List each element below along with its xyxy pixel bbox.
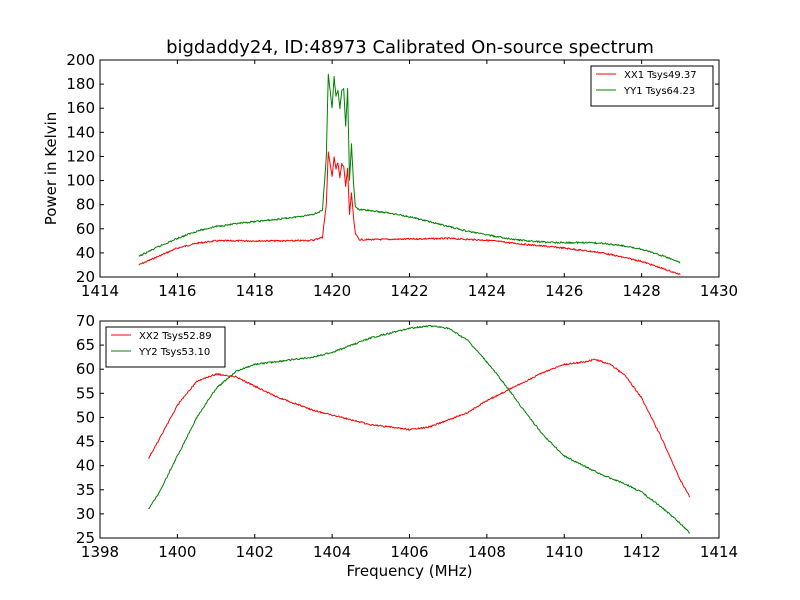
x-tick-label: 1404 [313, 543, 351, 561]
x-tick-label: 1408 [468, 543, 506, 561]
x-tick-label: 1420 [313, 282, 351, 300]
y-tick-label: 200 [66, 51, 95, 69]
y-tick-label: 60 [76, 220, 95, 238]
y-tick-label: 160 [66, 99, 95, 117]
y-tick-label: 40 [76, 457, 95, 475]
x-tick-label: 1410 [545, 543, 583, 561]
y-tick-label: 30 [76, 505, 95, 523]
legend-label: XX2 Tsys52.89 [139, 331, 212, 342]
y-tick-label: 45 [76, 433, 95, 451]
y-axis-label: Power in Kelvin [42, 112, 60, 226]
y-tick-label: 65 [76, 336, 95, 354]
y-tick-label: 120 [66, 147, 95, 165]
legend-box [590, 65, 714, 107]
series-group [148, 324, 691, 534]
y-tick-label: 60 [76, 360, 95, 378]
y-tick-label: 35 [76, 481, 95, 499]
x-tick-label: 1414 [700, 543, 738, 561]
legend: XX1 Tsys49.37 YY1 Tsys64.23 [590, 65, 714, 107]
x-tick-label: 1406 [390, 543, 428, 561]
chart-title: bigdaddy24, ID:48973 Calibrated On-sourc… [166, 37, 654, 58]
y-tick-label: 100 [66, 172, 95, 190]
bottom-plot-panel: 1398 1400 1402 1404 1406 1408 1410 1412 1414 25 30… [76, 312, 738, 580]
x-tick-label: 1402 [236, 543, 274, 561]
y-tick-label: 180 [66, 75, 95, 93]
x-tick-label: 1418 [236, 282, 274, 300]
y-tick-label: 25 [76, 529, 95, 547]
x-tick-label: 1412 [623, 543, 661, 561]
x-tick-label: 1398 [81, 543, 119, 561]
legend-label: XX1 Tsys49.37 [624, 70, 697, 81]
x-tick-label: 1430 [700, 282, 738, 300]
x-axis-label: Frequency (MHz) [346, 562, 472, 580]
legend-label: YY2 Tsys53.10 [138, 347, 210, 358]
y-tick-label: 55 [76, 384, 95, 402]
y-tick-label: 50 [76, 408, 95, 426]
series-line-2 [148, 324, 691, 534]
x-tick-label: 1424 [468, 282, 506, 300]
x-tick-label: 1426 [545, 282, 583, 300]
legend: XX2 Tsys52.89 YY2 Tsys53.10 [105, 326, 226, 368]
series-line-2 [138, 73, 681, 264]
y-tick-label: 80 [76, 196, 95, 214]
x-tick-label: 1428 [623, 282, 661, 300]
x-tick-label: 1422 [390, 282, 428, 300]
y-tick-label: 70 [76, 312, 95, 330]
y-tick-label: 20 [76, 268, 95, 286]
x-tick-label: 1400 [158, 543, 196, 561]
series-line-1 [148, 358, 691, 498]
y-tick-label: 140 [66, 123, 95, 141]
top-plot-panel: 1414 1416 1418 1420 1422 1424 1426 1428 1430 20 40… [42, 51, 738, 300]
legend-box [105, 326, 226, 368]
x-tick-label: 1414 [81, 282, 119, 300]
x-tick-label: 1416 [158, 282, 196, 300]
series-group [138, 73, 681, 275]
legend-label: YY1 Tsys64.23 [623, 86, 695, 97]
series-line-1 [138, 151, 681, 275]
y-tick-label: 40 [76, 244, 95, 262]
